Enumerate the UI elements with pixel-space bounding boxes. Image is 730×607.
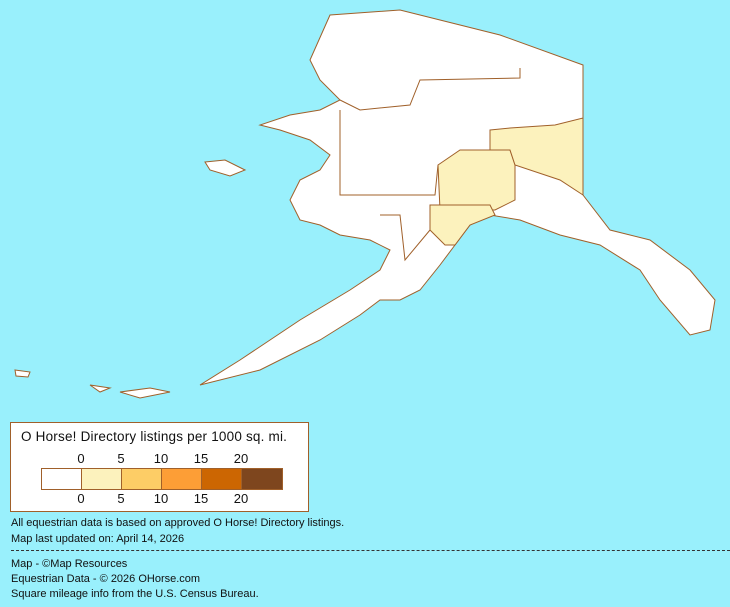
tick-label: 15: [193, 491, 209, 506]
legend-swatch: [82, 469, 122, 489]
legend-swatch: [162, 469, 202, 489]
alaska-map: [14, 9, 716, 399]
region-eastern[interactable]: [489, 117, 584, 196]
tick-label: 0: [77, 451, 85, 466]
legend: O Horse! Directory listings per 1000 sq.…: [10, 422, 309, 512]
tick-label: 15: [193, 451, 209, 466]
borough-border: [339, 110, 439, 196]
data-credit: Equestrian Data - © 2026 OHorse.com: [11, 573, 201, 585]
legend-swatch: [122, 469, 162, 489]
tick-label: 20: [233, 451, 249, 466]
data-basis-note: All equestrian data is based on approved…: [11, 517, 345, 529]
map-credit: Map - ©Map Resources: [11, 558, 128, 570]
borough-border: [339, 68, 521, 111]
tick-label: 10: [153, 491, 169, 506]
tick-label: 20: [233, 491, 249, 506]
divider: [11, 550, 730, 551]
island: [119, 387, 171, 399]
census-credit: Square mileage info from the U.S. Census…: [11, 588, 259, 600]
tick-label: 5: [117, 491, 125, 506]
region-interior[interactable]: [437, 149, 516, 211]
last-updated: Map last updated on: April 14, 2026: [11, 533, 185, 545]
island: [204, 159, 247, 177]
island: [89, 384, 112, 393]
borough-border: [380, 214, 431, 262]
legend-swatch: [242, 469, 282, 489]
legend-title: O Horse! Directory listings per 1000 sq.…: [21, 429, 288, 444]
region-southcentral[interactable]: [429, 204, 496, 246]
legend-swatch: [202, 469, 242, 489]
tick-label: 0: [77, 491, 85, 506]
tick-label: 10: [153, 451, 169, 466]
legend-swatch: [42, 469, 82, 489]
island: [14, 369, 31, 378]
tick-label: 5: [117, 451, 125, 466]
legend-color-bar: [41, 468, 283, 490]
